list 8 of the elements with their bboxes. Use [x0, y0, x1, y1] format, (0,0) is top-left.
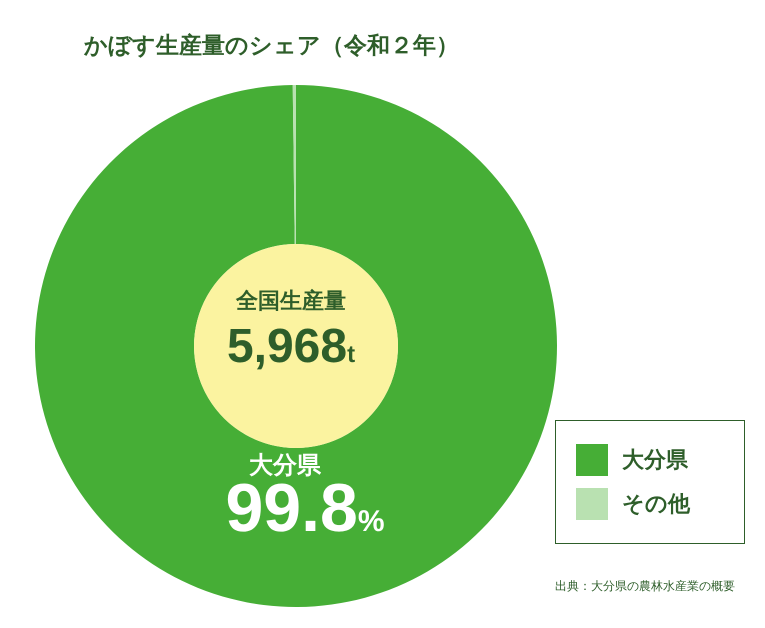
- source-note: 出典：大分県の農林水産業の概要: [555, 578, 735, 595]
- legend-label: 大分県: [622, 446, 688, 474]
- legend-label: その他: [622, 490, 690, 518]
- text: 全国生産量: [234, 287, 347, 315]
- text: 5,968t: [226, 320, 356, 373]
- donut-slice: [35, 85, 557, 607]
- chart-title: かぼす生産量のシェア（令和２年）: [84, 31, 459, 60]
- donut-slice: [292, 85, 296, 244]
